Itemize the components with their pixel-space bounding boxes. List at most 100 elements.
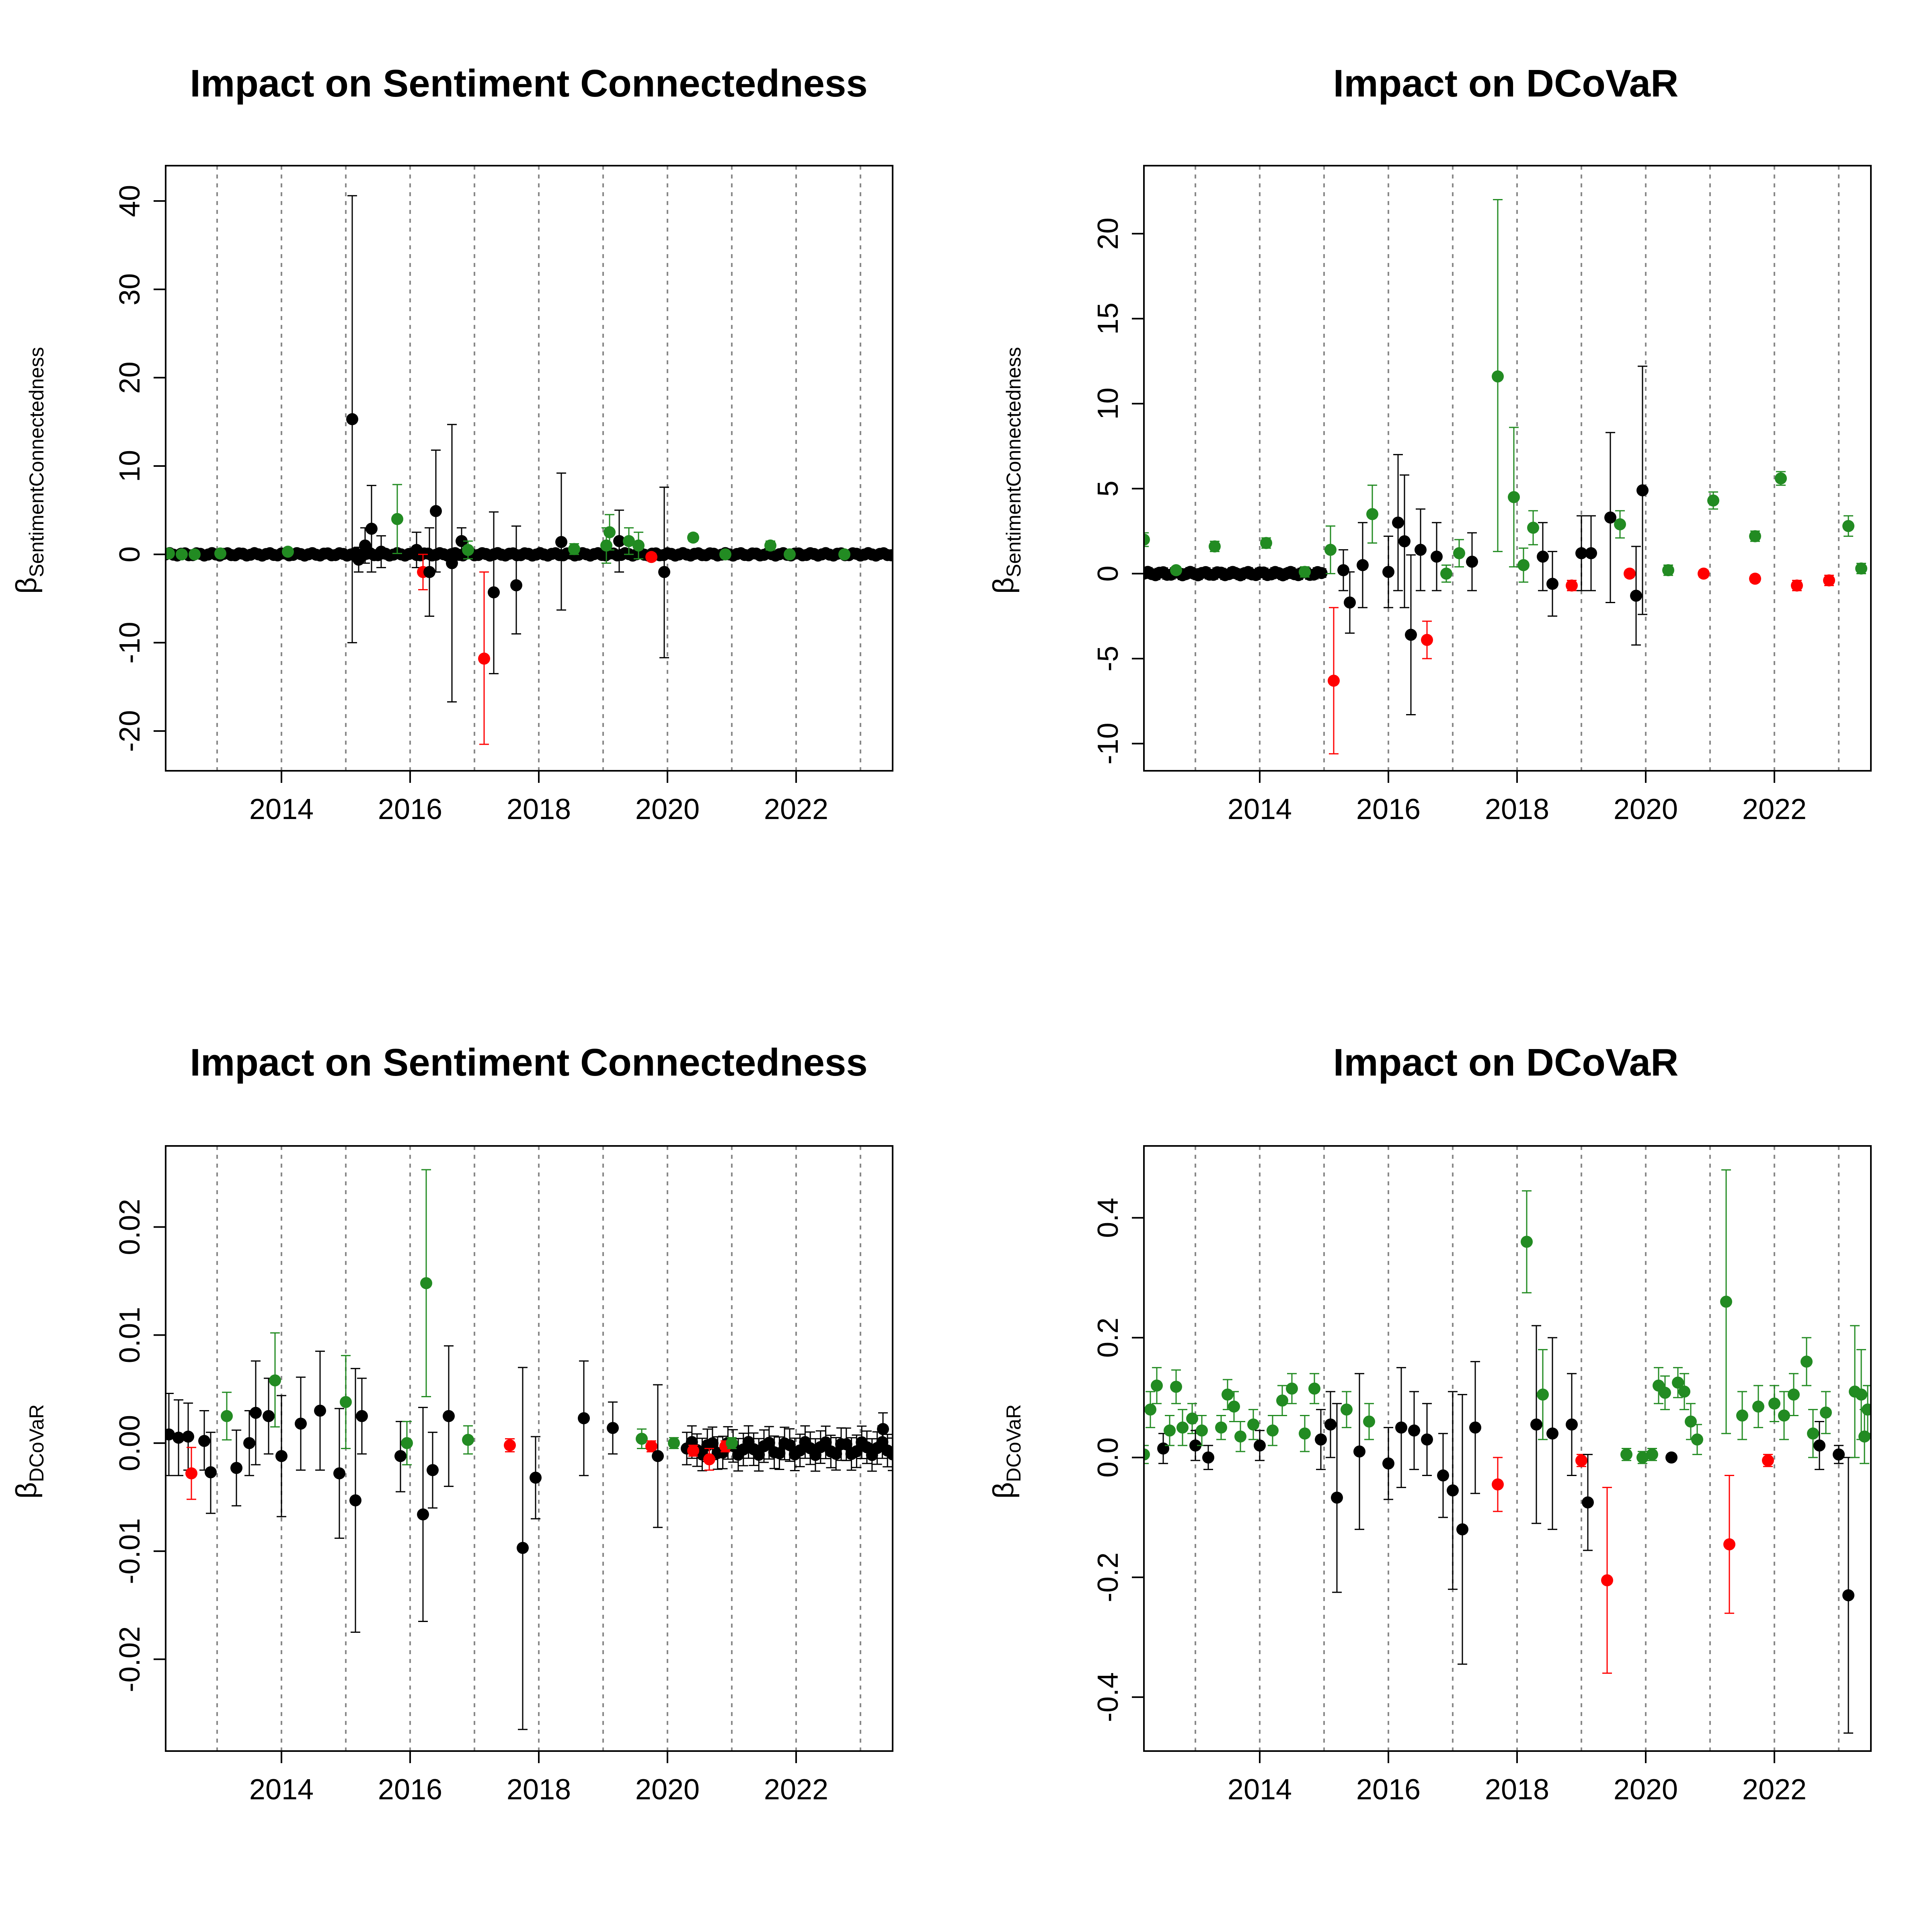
data-point: [1537, 1388, 1549, 1401]
data-point: [1546, 1427, 1558, 1440]
data-point: [1659, 1386, 1671, 1399]
data-point: [462, 1434, 474, 1446]
data-point: [172, 1431, 185, 1444]
data-point: [1749, 530, 1761, 542]
data-point: [1691, 1433, 1703, 1446]
data-point: [314, 1404, 326, 1417]
plot-frame: [1143, 1145, 1872, 1752]
panel-title: Impact on DCoVaR: [1333, 1041, 1679, 1084]
data-point: [885, 549, 893, 562]
data-point: [1357, 559, 1369, 571]
y-tick-label: -0.01: [114, 1518, 146, 1584]
data-point: [1447, 1484, 1459, 1497]
data-point: [1575, 547, 1587, 559]
data-point: [359, 539, 371, 552]
x-tick-label: 2020: [1614, 1774, 1678, 1806]
data-point: [1157, 1442, 1169, 1455]
data-point: [1363, 1415, 1375, 1428]
data-point: [1189, 1439, 1201, 1452]
data-point: [1566, 1418, 1578, 1431]
data-point: [1736, 1409, 1748, 1422]
panel-title: Impact on Sentiment Connectedness: [190, 1041, 868, 1084]
data-point: [1492, 370, 1504, 383]
data-point: [1646, 1448, 1658, 1461]
y-tick-label: -0.4: [1092, 1672, 1124, 1722]
data-point: [504, 1439, 516, 1452]
data-point: [1151, 1380, 1163, 1392]
data-point: [1768, 1397, 1780, 1410]
y-tick-label: 0: [114, 546, 146, 563]
data-point: [456, 535, 468, 547]
y-axis-label-sub: DCoVaR: [25, 1404, 48, 1482]
data-point: [1492, 1478, 1504, 1491]
data-point: [623, 535, 635, 547]
y-axis-label-main: β: [10, 1482, 43, 1499]
data-point: [230, 1462, 242, 1474]
y-axis-label: βDCoVaR: [10, 1404, 48, 1499]
data-point: [1720, 1296, 1732, 1308]
data-point: [568, 543, 580, 555]
data-point: [645, 1440, 657, 1453]
data-point: [1286, 1382, 1298, 1395]
data-point: [1299, 1427, 1311, 1440]
data-point: [668, 1437, 680, 1450]
y-tick-label: 0.4: [1092, 1198, 1124, 1238]
y-tick-label: 10: [1092, 388, 1124, 420]
data-point: [1636, 1451, 1649, 1464]
x-tick-label: 2022: [764, 1774, 828, 1806]
y-tick-label: -5: [1092, 646, 1124, 671]
data-point: [1144, 1448, 1150, 1461]
data-point: [607, 1422, 619, 1434]
data-point: [1186, 1412, 1198, 1425]
data-point: [1234, 1430, 1246, 1443]
data-point: [417, 1508, 429, 1521]
x-tick-label: 2020: [635, 793, 700, 825]
y-tick-label: 20: [114, 361, 146, 394]
x-tick-label: 2014: [249, 1774, 314, 1806]
panel-bottom-right: Impact on DCoVaR βDCoVaR: [988, 1041, 1678, 1499]
data-point: [446, 557, 458, 569]
data-point: [391, 513, 403, 525]
data-point: [510, 579, 522, 591]
y-axis-label-sub: SentimentConnectedness: [1002, 347, 1025, 577]
data-point: [1170, 1381, 1182, 1393]
data-point: [1791, 579, 1803, 592]
data-point: [478, 652, 490, 665]
data-point: [1466, 556, 1478, 568]
data-point: [764, 539, 776, 552]
data-point: [706, 1437, 719, 1450]
plot-content: [166, 166, 893, 771]
data-point: [1530, 1418, 1542, 1431]
plot-frame: [1143, 165, 1872, 772]
y-tick-label: 0.01: [114, 1307, 146, 1363]
data-point: [1707, 494, 1719, 507]
data-point: [1823, 574, 1835, 587]
plot-area: 2014 2016 2018 2020 2022 -0.02 -0.01 0.00 0.01 0.…: [114, 1145, 893, 1806]
data-point: [578, 1412, 590, 1425]
x-tick-label: 2016: [378, 793, 442, 825]
data-point: [356, 1410, 368, 1422]
data-point: [1315, 567, 1328, 579]
data-point: [423, 566, 435, 578]
data-point: [1546, 577, 1558, 590]
data-point: [1604, 511, 1616, 524]
data-point: [1453, 547, 1465, 559]
data-point: [687, 1444, 699, 1457]
y-tick-label: -0.02: [114, 1626, 146, 1692]
data-point: [1813, 1439, 1825, 1452]
x-tick-label: 2018: [1485, 793, 1549, 825]
data-point: [1382, 566, 1394, 578]
data-point: [198, 1435, 210, 1447]
data-point: [632, 539, 645, 552]
data-point: [1862, 1403, 1871, 1416]
data-point: [1665, 1451, 1677, 1464]
data-point: [784, 1439, 796, 1451]
x-tick-label: 2018: [1485, 1774, 1549, 1806]
data-point: [1778, 1409, 1790, 1422]
data-point: [1324, 544, 1337, 556]
data-point: [1421, 1433, 1433, 1446]
data-point: [1337, 564, 1349, 577]
data-point: [282, 546, 294, 558]
